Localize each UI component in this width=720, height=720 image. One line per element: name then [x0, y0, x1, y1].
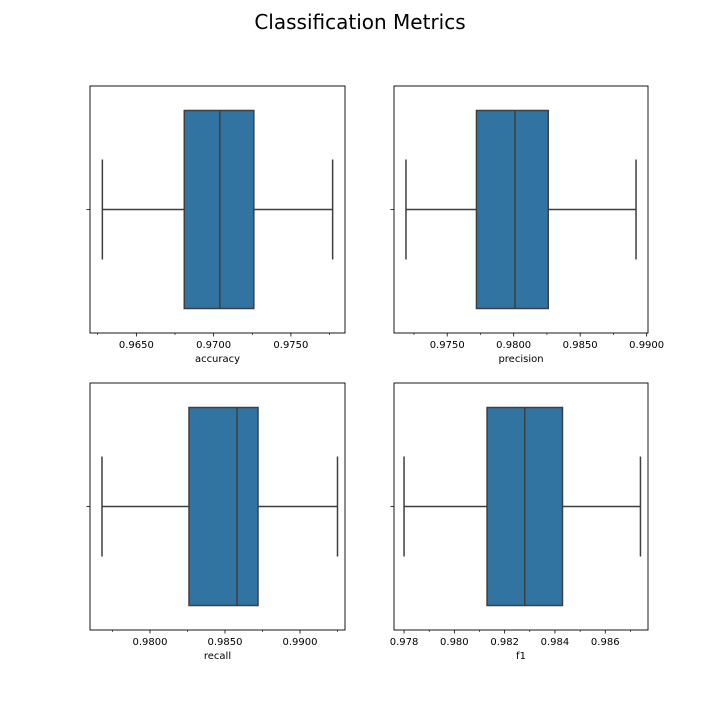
subplot-f1: 0.978 0.980 0.982 0.984 0.986 f1: [390, 382, 649, 662]
x-axis-label: f1: [516, 651, 526, 662]
x-tick-label: 0.9650: [119, 340, 154, 351]
iqr-box: [188, 406, 259, 607]
x-tick-label: 0.9850: [563, 340, 598, 351]
x-axis-label: accuracy: [195, 354, 240, 365]
iqr-box: [183, 109, 255, 310]
x-tick-label: 0.982: [490, 637, 519, 648]
x-tick-label: 0.9850: [208, 637, 243, 648]
figure-title: Classification Metrics: [254, 10, 465, 34]
x-tick-label: 0.9750: [430, 340, 465, 351]
subplot-precision: 0.9750 0.9800 0.9850 0.9900 precision: [390, 85, 664, 365]
x-tick-label: 0.980: [440, 637, 469, 648]
x-tick-label: 0.9900: [283, 637, 318, 648]
subplot-accuracy: 0.9650 0.9700 0.9750 accuracy: [86, 85, 346, 365]
x-tick-label: 0.978: [390, 637, 419, 648]
x-axis-label: precision: [498, 354, 543, 365]
x-tick-label: 0.986: [591, 637, 620, 648]
x-axis-label: recall: [204, 651, 231, 662]
x-tick-label: 0.984: [541, 637, 570, 648]
x-tick-label: 0.9800: [133, 637, 168, 648]
x-tick-label: 0.9900: [629, 340, 664, 351]
x-tick-label: 0.9700: [196, 340, 231, 351]
subplot-recall: 0.9800 0.9850 0.9900 recall: [86, 382, 346, 662]
x-tick-label: 0.9750: [273, 340, 308, 351]
iqr-box: [475, 109, 550, 310]
x-tick-label: 0.9800: [496, 340, 531, 351]
